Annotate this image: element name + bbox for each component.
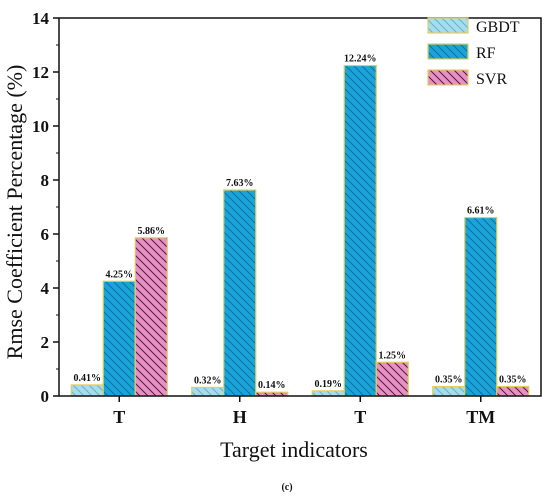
data-label-svr-4: 0.35% xyxy=(499,375,527,386)
y-tick-label: 6 xyxy=(41,225,50,244)
y-tick-label: 0 xyxy=(41,387,50,406)
legend-label-gbdt: GBDT xyxy=(476,19,520,36)
y-tick-label: 2 xyxy=(41,333,50,352)
data-label-gbdt-3: 0.19% xyxy=(315,379,343,390)
x-axis-title: Target indicators xyxy=(220,437,368,462)
y-tick-label: 14 xyxy=(32,9,50,28)
bar-gbdt-1 xyxy=(70,384,104,397)
x-tick-label: T xyxy=(354,407,366,427)
data-label-svr-2: 0.14% xyxy=(258,380,286,391)
y-tick-label: 10 xyxy=(32,117,49,136)
data-label-gbdt-2: 0.32% xyxy=(194,375,222,386)
x-tick-label: TM xyxy=(466,407,495,427)
x-tick-label: H xyxy=(233,407,247,427)
legend-label-rf: RF xyxy=(476,45,496,62)
x-tick-label: T xyxy=(113,407,125,427)
bar-svr-3 xyxy=(375,361,409,397)
data-label-rf-4: 6.61% xyxy=(467,206,495,217)
y-tick-label: 12 xyxy=(32,63,49,82)
y-tick-label: 4 xyxy=(41,279,50,298)
data-label-rf-2: 7.63% xyxy=(226,178,254,189)
data-label-gbdt-1: 0.41% xyxy=(74,373,102,384)
bar-rf-3 xyxy=(343,64,377,397)
bar-rf-4 xyxy=(464,216,498,397)
figure-caption: (c) xyxy=(281,482,292,493)
bar-rf-2 xyxy=(223,189,257,397)
legend-swatch-svr xyxy=(427,69,469,86)
data-label-gbdt-4: 0.35% xyxy=(435,375,463,386)
bar-svr-4 xyxy=(496,385,530,397)
bar-svr-1 xyxy=(134,237,168,397)
bar-gbdt-3 xyxy=(311,390,345,397)
data-label-rf-1: 4.25% xyxy=(106,269,134,280)
legend-label-svr: SVR xyxy=(476,71,507,88)
y-tick-label: 8 xyxy=(41,171,50,190)
data-label-rf-3: 12.24% xyxy=(344,54,377,65)
bar-gbdt-2 xyxy=(191,386,225,397)
legend-swatch-gbdt xyxy=(427,17,469,34)
data-label-svr-1: 5.86% xyxy=(138,226,166,237)
legend: GBDT RF SVR xyxy=(427,17,520,88)
data-label-svr-3: 1.25% xyxy=(379,350,407,361)
bar-rf-1 xyxy=(102,280,136,397)
y-axis-title: Rmse Coefficient Percentage (%) xyxy=(2,65,27,360)
bar-gbdt-4 xyxy=(432,385,466,397)
legend-swatch-rf xyxy=(427,43,469,60)
